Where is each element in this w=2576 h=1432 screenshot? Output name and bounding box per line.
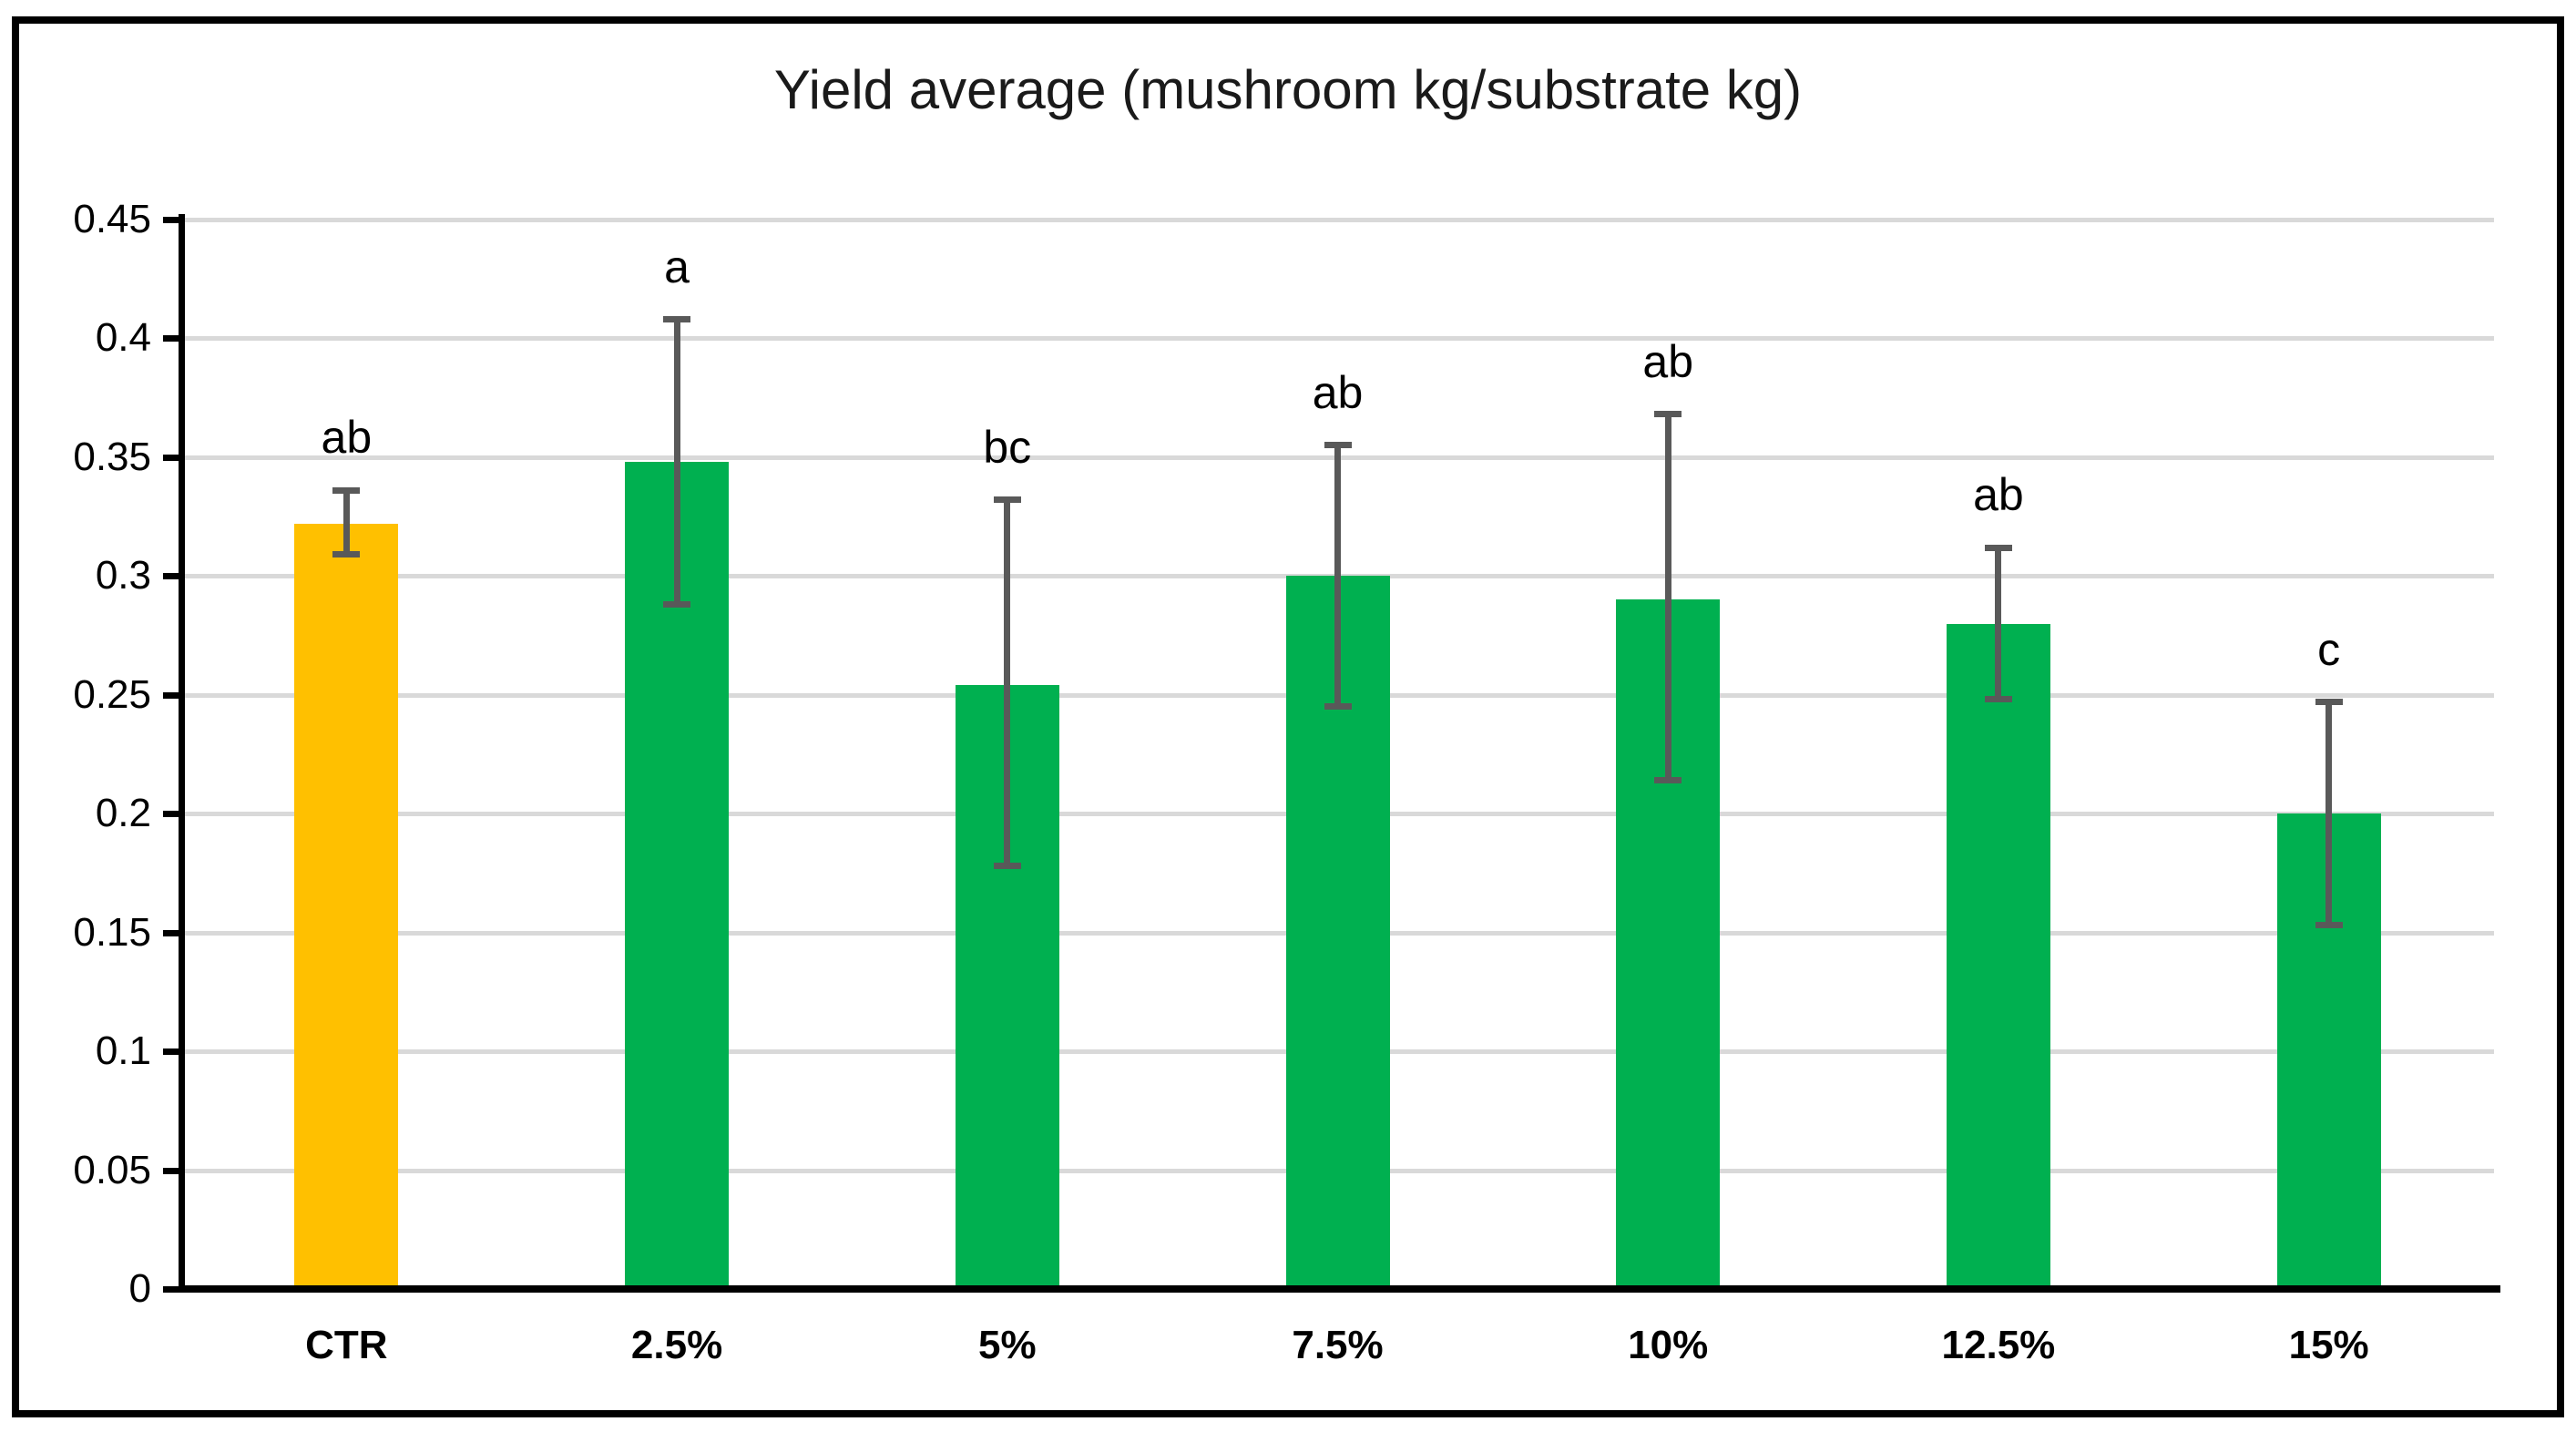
y-axis-tick [163,217,182,223]
y-axis-tick [163,1286,182,1293]
error-bar [1004,499,1011,866]
significance-label: ab [1642,335,1694,387]
significance-label: c [2317,623,2341,675]
error-bar-top-cap [1324,442,1352,449]
x-axis-label: 2.5% [630,1323,723,1367]
significance-label: ab [1312,366,1364,418]
error-bar-top-cap [332,486,361,494]
y-axis-tick [163,454,182,461]
error-bar-bottom-cap [332,551,361,558]
error-bar-top-cap [993,496,1021,504]
significance-label: ab [321,412,373,464]
error-bar [1995,547,2002,700]
x-axis-label: 5% [977,1323,1037,1367]
significance-label: ab [1973,469,2024,521]
y-tick-label: 0 [128,1266,151,1311]
y-axis-tick [163,929,182,936]
y-axis-tick [163,573,182,580]
y-axis-line [179,214,185,1293]
x-axis-label: 10% [1628,1323,1709,1367]
error-bar-top-cap [1984,544,2012,551]
x-axis-label: 7.5% [1292,1323,1384,1367]
y-tick-label: 0.2 [95,791,151,836]
x-axis-label: 12.5% [1941,1323,2056,1367]
y-tick-label: 0.25 [73,671,151,717]
error-bar [1664,414,1671,781]
error-bar-bottom-cap [663,601,691,609]
y-tick-label: 0.3 [95,553,151,598]
y-tick-label: 0.05 [73,1147,151,1192]
y-tick-label: 0.1 [95,1028,151,1074]
x-axis-label: CTR [305,1323,388,1367]
error-bar-bottom-cap [993,863,1021,870]
bar [1946,623,2050,1285]
y-axis-tick [163,811,182,818]
chart-border [12,16,2564,1417]
error-bar-top-cap [1654,411,1682,418]
error-bar-bottom-cap [1984,696,2012,703]
x-axis-label: 15% [2288,1323,2369,1367]
y-tick-label: 0.35 [73,434,151,479]
gridline [181,218,2494,222]
y-axis-tick [163,691,182,699]
y-tick-label: 0.45 [73,197,151,241]
error-bar [2326,701,2333,926]
error-bar-bottom-cap [2315,922,2343,929]
significance-label: bc [983,421,1032,473]
error-bar [1334,445,1341,707]
y-axis-tick [163,1167,182,1174]
x-axis-line [179,1285,2500,1293]
significance-label: a [664,240,690,292]
chart-title: Yield average (mushroom kg/substrate kg) [773,59,1803,120]
y-tick-label: 0.15 [73,909,151,955]
y-axis-tick [163,335,182,343]
error-bar-bottom-cap [1654,777,1682,784]
error-bar-top-cap [663,316,691,323]
gridline [181,336,2494,342]
y-tick-label: 0.4 [95,315,151,361]
bar [294,523,399,1285]
error-bar-top-cap [2315,699,2343,706]
error-bar-bottom-cap [1324,703,1352,711]
error-bar [342,490,350,555]
error-bar [673,319,680,605]
y-axis-tick [163,1048,182,1056]
